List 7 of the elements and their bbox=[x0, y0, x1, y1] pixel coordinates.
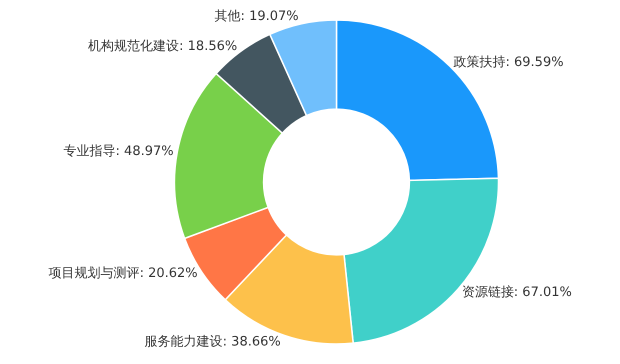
slice-label: 专业指导: 48.97% bbox=[64, 144, 174, 159]
slice-label: 服务能力建设: 38.66% bbox=[144, 334, 281, 350]
slice-label: 项目规划与测评: 20.62% bbox=[48, 266, 198, 282]
slice-label: 政策扶持: 69.59% bbox=[453, 54, 564, 70]
slice-label: 其他: 19.07% bbox=[214, 8, 299, 24]
slice-label: 资源链接: 67.01% bbox=[462, 284, 572, 300]
slice-label: 机构规范化建设: 18.56% bbox=[88, 38, 238, 54]
